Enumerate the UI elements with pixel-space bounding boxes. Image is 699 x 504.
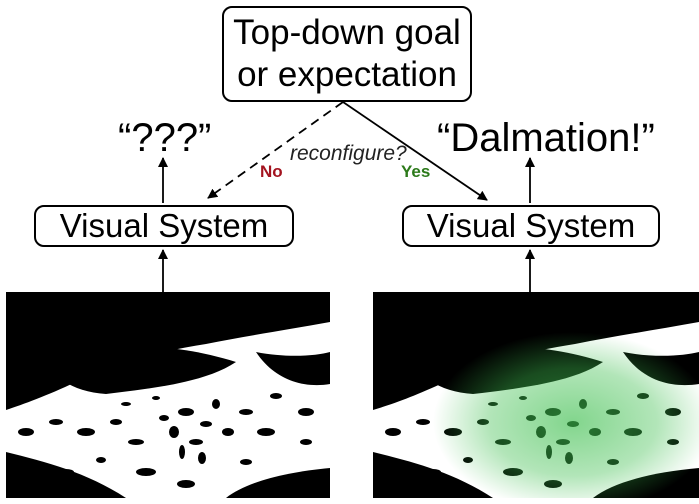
visual-system-right: Visual System [402, 205, 660, 247]
left-output-label: “???” [118, 116, 212, 160]
no-label: No [260, 162, 283, 181]
highlight-glow [433, 332, 699, 498]
solid-arrow-yes [342, 101, 488, 201]
right-output-label: “Dalmation!” [437, 116, 655, 160]
reconfigure-label: reconfigure? [290, 142, 407, 165]
goal-line-2: or expectation [237, 55, 457, 94]
goal-line-1: Top-down goal [233, 13, 461, 52]
dalmatian-image-right [373, 292, 699, 498]
yes-label: Yes [401, 162, 431, 181]
dashed-arrow-no [207, 101, 344, 199]
dalmatian-image-left [6, 292, 330, 498]
goal-box: Top-down goal or expectation [222, 6, 472, 102]
visual-system-left: Visual System [34, 205, 294, 247]
